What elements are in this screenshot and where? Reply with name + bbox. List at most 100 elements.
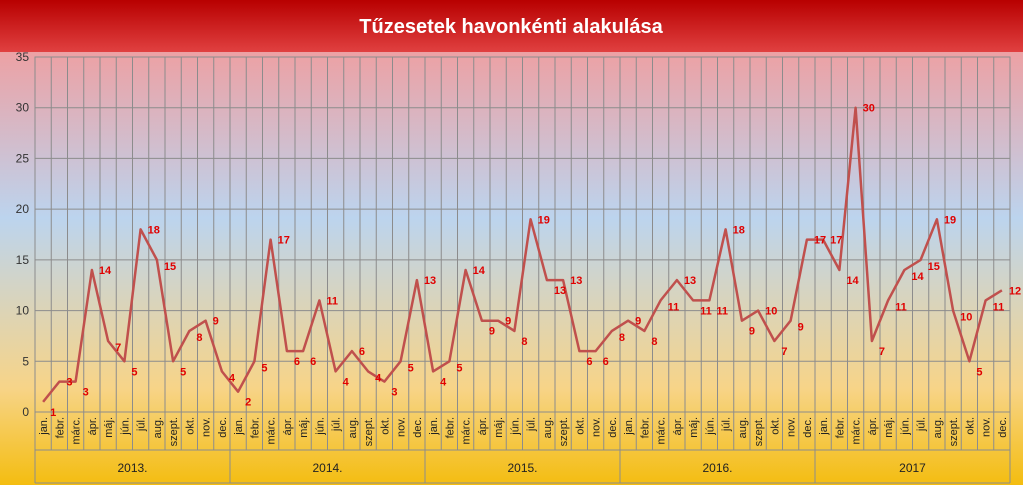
x-tick-label: máj. bbox=[103, 417, 115, 438]
title-banner bbox=[0, 0, 1023, 52]
x-tick-label: okt. bbox=[184, 417, 196, 435]
data-label: 14 bbox=[846, 275, 859, 287]
data-label: 2 bbox=[245, 397, 251, 409]
data-label: 8 bbox=[619, 332, 625, 344]
data-label: 1 bbox=[50, 407, 56, 419]
x-tick-label: dec. bbox=[997, 417, 1009, 438]
data-label: 13 bbox=[684, 275, 696, 287]
data-label: 13 bbox=[554, 285, 566, 297]
year-label: 2017 bbox=[899, 461, 926, 475]
data-label: 3 bbox=[391, 387, 397, 399]
x-tick-label: máj. bbox=[883, 417, 895, 438]
x-tick-label: jún. bbox=[704, 417, 716, 436]
x-tick-label: márc. bbox=[266, 417, 278, 445]
x-tick-label: ápr. bbox=[867, 417, 879, 435]
year-label: 2015. bbox=[507, 461, 537, 475]
x-tick-label: jan. bbox=[428, 417, 440, 436]
x-tick-label: júl. bbox=[136, 417, 148, 432]
x-tick-label: ápr. bbox=[87, 417, 99, 435]
data-label: 8 bbox=[651, 336, 657, 348]
x-tick-label: jan. bbox=[818, 417, 830, 436]
data-label: 19 bbox=[944, 214, 956, 226]
x-tick-label: dec. bbox=[217, 417, 229, 438]
x-tick-label: okt. bbox=[964, 417, 976, 435]
x-tick-label: szept. bbox=[363, 417, 375, 446]
x-tick-label: febr. bbox=[444, 417, 456, 438]
x-tick-label: jún. bbox=[899, 417, 911, 436]
data-label: 14 bbox=[911, 271, 924, 283]
data-label: 13 bbox=[570, 275, 582, 287]
x-tick-label: febr. bbox=[639, 417, 651, 438]
x-tick-label: ápr. bbox=[477, 417, 489, 435]
data-label: 6 bbox=[294, 356, 300, 368]
x-tick-label: febr. bbox=[54, 417, 66, 438]
x-tick-label: nov. bbox=[396, 417, 408, 437]
data-label: 19 bbox=[538, 214, 550, 226]
data-label: 15 bbox=[928, 261, 940, 273]
data-label: 4 bbox=[440, 376, 447, 388]
x-tick-label: júl. bbox=[916, 417, 928, 432]
data-label: 18 bbox=[733, 224, 745, 236]
x-tick-label: dec. bbox=[412, 417, 424, 438]
data-label: 10 bbox=[765, 306, 777, 318]
data-label: 3 bbox=[66, 377, 72, 389]
data-label: 17 bbox=[830, 235, 842, 247]
x-tick-label: jún. bbox=[314, 417, 326, 436]
y-tick-label: 15 bbox=[16, 253, 30, 267]
y-tick-label: 25 bbox=[16, 151, 30, 165]
x-tick-label: szept. bbox=[558, 417, 570, 446]
x-tick-label: jún. bbox=[509, 417, 521, 436]
x-tick-label: febr. bbox=[834, 417, 846, 438]
data-label: 6 bbox=[586, 356, 592, 368]
data-label: 13 bbox=[424, 275, 436, 287]
data-label: 9 bbox=[635, 316, 641, 328]
data-label: 9 bbox=[798, 322, 804, 334]
data-label: 6 bbox=[603, 356, 609, 368]
y-tick-label: 5 bbox=[22, 354, 29, 368]
data-label: 6 bbox=[310, 356, 316, 368]
data-label: 11 bbox=[668, 301, 680, 313]
x-tick-label: jan. bbox=[623, 417, 635, 436]
data-label: 9 bbox=[505, 316, 511, 328]
data-label: 4 bbox=[229, 372, 236, 384]
x-tick-label: febr. bbox=[249, 417, 261, 438]
data-label: 5 bbox=[261, 362, 267, 374]
data-label: 11 bbox=[700, 305, 712, 317]
data-label: 7 bbox=[781, 346, 787, 358]
data-label: 8 bbox=[196, 332, 202, 344]
x-tick-label: szept. bbox=[948, 417, 960, 446]
data-label: 9 bbox=[489, 326, 495, 338]
data-label: 14 bbox=[473, 265, 486, 277]
y-tick-label: 35 bbox=[16, 50, 30, 64]
x-tick-label: jan. bbox=[233, 417, 245, 436]
data-label: 6 bbox=[359, 346, 365, 358]
x-tick-label: márc. bbox=[71, 417, 83, 445]
data-label: 11 bbox=[326, 295, 338, 307]
x-tick-label: okt. bbox=[769, 417, 781, 435]
chart-title: Tűzesetek havonkénti alakulása bbox=[359, 16, 663, 38]
x-tick-label: okt. bbox=[379, 417, 391, 435]
x-tick-label: ápr. bbox=[672, 417, 684, 435]
x-tick-label: nov. bbox=[591, 417, 603, 437]
data-label: 11 bbox=[716, 305, 728, 317]
x-tick-label: aug. bbox=[347, 417, 359, 438]
data-label: 5 bbox=[408, 362, 414, 374]
year-label: 2014. bbox=[312, 461, 342, 475]
data-label: 5 bbox=[976, 366, 982, 378]
data-label: 4 bbox=[375, 372, 382, 384]
x-tick-label: nov. bbox=[981, 417, 993, 437]
x-tick-label: júl. bbox=[331, 417, 343, 432]
x-tick-label: nov. bbox=[786, 417, 798, 437]
x-tick-label: aug. bbox=[932, 417, 944, 438]
data-label: 9 bbox=[749, 326, 755, 338]
y-tick-label: 0 bbox=[22, 405, 29, 419]
x-tick-label: júl. bbox=[526, 417, 538, 432]
data-label: 4 bbox=[343, 376, 350, 388]
data-label: 12 bbox=[1009, 285, 1021, 297]
y-tick-label: 20 bbox=[16, 202, 30, 216]
data-label: 30 bbox=[863, 103, 875, 115]
data-label: 7 bbox=[879, 346, 885, 358]
data-label: 5 bbox=[456, 362, 462, 374]
